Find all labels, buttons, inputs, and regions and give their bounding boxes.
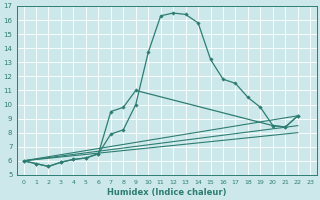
X-axis label: Humidex (Indice chaleur): Humidex (Indice chaleur) [107,188,227,197]
